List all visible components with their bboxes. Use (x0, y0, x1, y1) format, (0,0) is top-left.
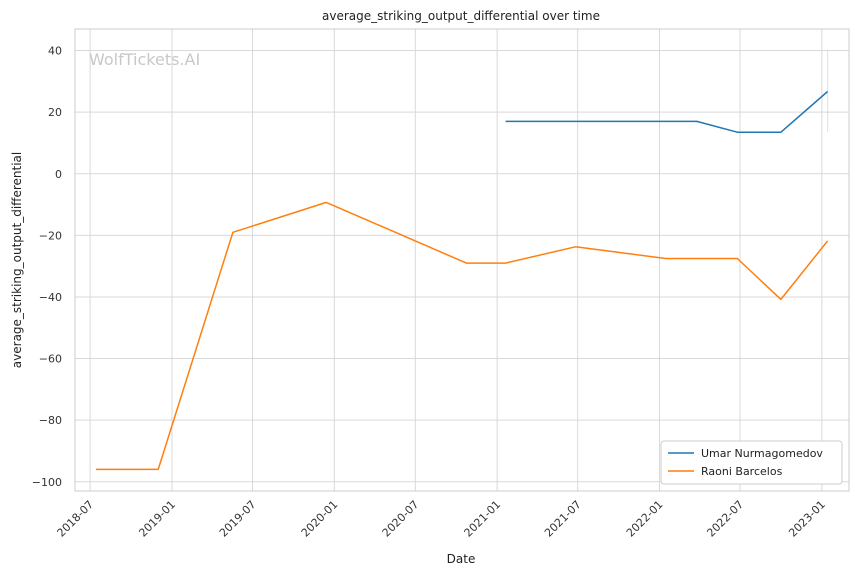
series-line-0 (505, 90, 829, 133)
y-tick-label: −40 (39, 291, 62, 304)
chart-title: average_striking_output_differential ove… (322, 9, 600, 23)
x-tick-label: 2018-07 (55, 498, 97, 540)
x-tick-label: 2019-01 (136, 498, 178, 540)
series-line-1 (95, 201, 829, 471)
y-tick-label: 40 (48, 45, 62, 58)
legend-box (660, 440, 843, 485)
y-tick-label: −80 (39, 414, 62, 427)
x-tick-label: 2020-07 (380, 498, 422, 540)
x-tick-label: 2021-07 (542, 498, 584, 540)
legend: Umar Nurmagomedov Raoni Barcelos (660, 440, 843, 485)
y-tick-label: 20 (48, 106, 62, 119)
series-lines (95, 50, 829, 471)
legend-label-umar: Umar Nurmagomedov (701, 447, 823, 460)
x-tick-label: 2021-01 (462, 498, 504, 540)
x-tick-label: 2023-01 (786, 498, 828, 540)
grid-lines (75, 29, 849, 491)
plot-area-border (74, 28, 850, 492)
y-tick-label: 0 (55, 168, 62, 181)
y-tick-label: −100 (32, 476, 62, 489)
y-tick-label: −20 (39, 229, 62, 242)
x-tick-label: 2022-01 (624, 498, 666, 540)
legend-label-raoni: Raoni Barcelos (701, 465, 783, 478)
watermark-text: WolfTickets.AI (89, 50, 200, 69)
x-axis-title: Date (447, 552, 476, 566)
x-tick-label: 2020-01 (299, 498, 341, 540)
y-axis-title: average_striking_output_differential (10, 152, 24, 368)
x-tick-label: 2022-07 (704, 498, 746, 540)
y-tick-label: −60 (39, 353, 62, 366)
x-tick-label: 2019-07 (217, 498, 259, 540)
